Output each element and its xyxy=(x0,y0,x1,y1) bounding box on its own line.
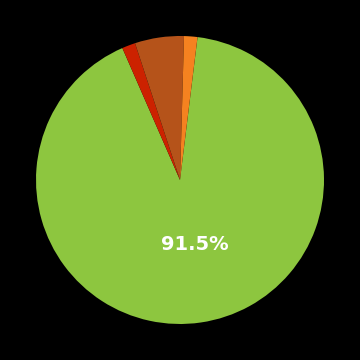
Text: 91.5%: 91.5% xyxy=(161,235,228,254)
Wedge shape xyxy=(180,36,198,180)
Wedge shape xyxy=(135,36,184,180)
Wedge shape xyxy=(36,37,324,324)
Wedge shape xyxy=(122,43,180,180)
